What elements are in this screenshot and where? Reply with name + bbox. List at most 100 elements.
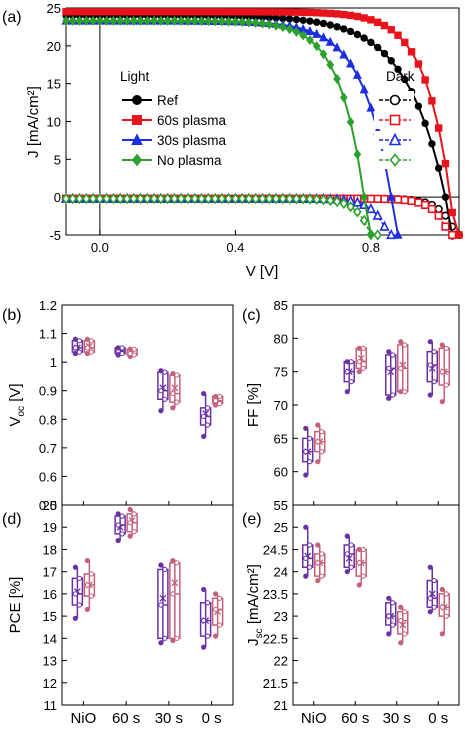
y-tick-label: 23.5 xyxy=(263,587,288,602)
data-point xyxy=(344,569,350,575)
panel-a-label: (a) xyxy=(2,9,22,26)
y-tick-label: 25 xyxy=(274,520,288,535)
legend-dark-marker xyxy=(389,94,401,106)
light-point xyxy=(346,27,355,36)
dark-point xyxy=(421,200,430,210)
dark-point xyxy=(365,202,377,214)
data-point xyxy=(386,365,392,371)
y-tick-label: 1 xyxy=(50,355,57,370)
data-point xyxy=(307,435,313,441)
data-point xyxy=(402,342,408,348)
box-0s-1 xyxy=(426,339,438,398)
light-point xyxy=(136,8,145,16)
legend-light-marker xyxy=(131,153,143,167)
box-60s-1 xyxy=(114,345,126,358)
data-point xyxy=(344,551,350,557)
dark-point xyxy=(380,194,389,204)
light-point xyxy=(62,15,70,26)
light-point xyxy=(367,38,375,47)
y-tick-label: 60 xyxy=(274,465,288,480)
light-point xyxy=(414,60,423,68)
light-point xyxy=(448,208,456,217)
x-tick-label: 0 s xyxy=(202,710,222,727)
data-point xyxy=(201,413,207,420)
light-point xyxy=(292,8,301,16)
dark-point xyxy=(373,194,382,203)
data-point xyxy=(162,396,168,402)
panel-a-xlabel: V [V] xyxy=(246,263,279,280)
light-point xyxy=(258,8,267,16)
series-light-60s-plasma xyxy=(62,8,463,239)
light-point xyxy=(245,8,253,16)
dark-point xyxy=(210,193,220,205)
data-point xyxy=(344,533,350,539)
y-tick-label: 12 xyxy=(43,676,57,691)
light-point xyxy=(177,15,186,26)
y-tick-label: 80 xyxy=(274,331,288,346)
data-point xyxy=(205,600,211,606)
y-tick-label: 22 xyxy=(274,654,288,669)
light-point xyxy=(346,58,356,68)
data-point xyxy=(431,577,437,584)
light-point xyxy=(218,8,226,16)
legend-light-marker xyxy=(132,95,142,105)
light-point xyxy=(292,15,301,24)
light-point xyxy=(265,8,273,16)
data-point xyxy=(443,591,449,597)
data-point xyxy=(319,551,325,557)
light-point xyxy=(150,8,158,16)
dark-point xyxy=(61,193,71,205)
light-point xyxy=(197,8,206,16)
dark-point xyxy=(448,230,457,240)
data-point xyxy=(119,350,125,357)
light-point xyxy=(163,15,172,26)
y-tick-label: 0 xyxy=(54,190,61,205)
data-point xyxy=(217,622,223,628)
light-point xyxy=(394,65,402,74)
data-point xyxy=(427,595,433,601)
light-point xyxy=(238,8,246,16)
box-NiO-1 xyxy=(302,425,314,478)
dark-point xyxy=(386,228,397,240)
light-point xyxy=(109,15,118,26)
data-point xyxy=(427,392,433,398)
light-point xyxy=(319,9,328,17)
dark-point xyxy=(264,193,274,205)
box-30s-1 xyxy=(385,349,397,401)
y-tick-label: 14 xyxy=(43,631,57,646)
dark-point xyxy=(170,193,179,205)
data-point xyxy=(431,604,437,610)
light-point xyxy=(441,193,450,201)
y-tick-label: 15 xyxy=(47,77,61,92)
light-point xyxy=(434,164,443,172)
y-tick-label: 22.5 xyxy=(263,631,288,646)
legend-label: No plasma xyxy=(157,153,222,168)
dark-point xyxy=(88,193,98,205)
data-point xyxy=(162,635,168,641)
data-point xyxy=(76,602,82,608)
dark-point xyxy=(109,193,118,205)
box-30s-2 xyxy=(169,557,181,644)
legend-item-no-plasma: No plasma xyxy=(116,151,414,169)
light-point xyxy=(333,23,341,31)
data-point xyxy=(115,522,121,528)
data-point xyxy=(303,524,309,530)
data-point xyxy=(115,345,121,351)
x-tick-label: 0.8 xyxy=(362,240,380,255)
light-point xyxy=(272,8,280,16)
legend-dark-marker xyxy=(389,153,401,167)
panel-c-label: (c) xyxy=(242,307,261,324)
box-60s-1 xyxy=(114,511,126,544)
data-point xyxy=(319,449,325,455)
y-tick-label: 55 xyxy=(274,498,288,513)
light-point xyxy=(224,8,233,16)
dark-point xyxy=(379,220,390,231)
light-point xyxy=(224,16,233,27)
box-30s-2 xyxy=(397,339,409,395)
box-60s-1 xyxy=(343,359,355,395)
data-point xyxy=(315,577,321,584)
data-point xyxy=(170,637,176,644)
legend-item-ref: Ref xyxy=(116,91,414,109)
dark-point xyxy=(414,198,423,207)
light-point xyxy=(278,22,287,33)
